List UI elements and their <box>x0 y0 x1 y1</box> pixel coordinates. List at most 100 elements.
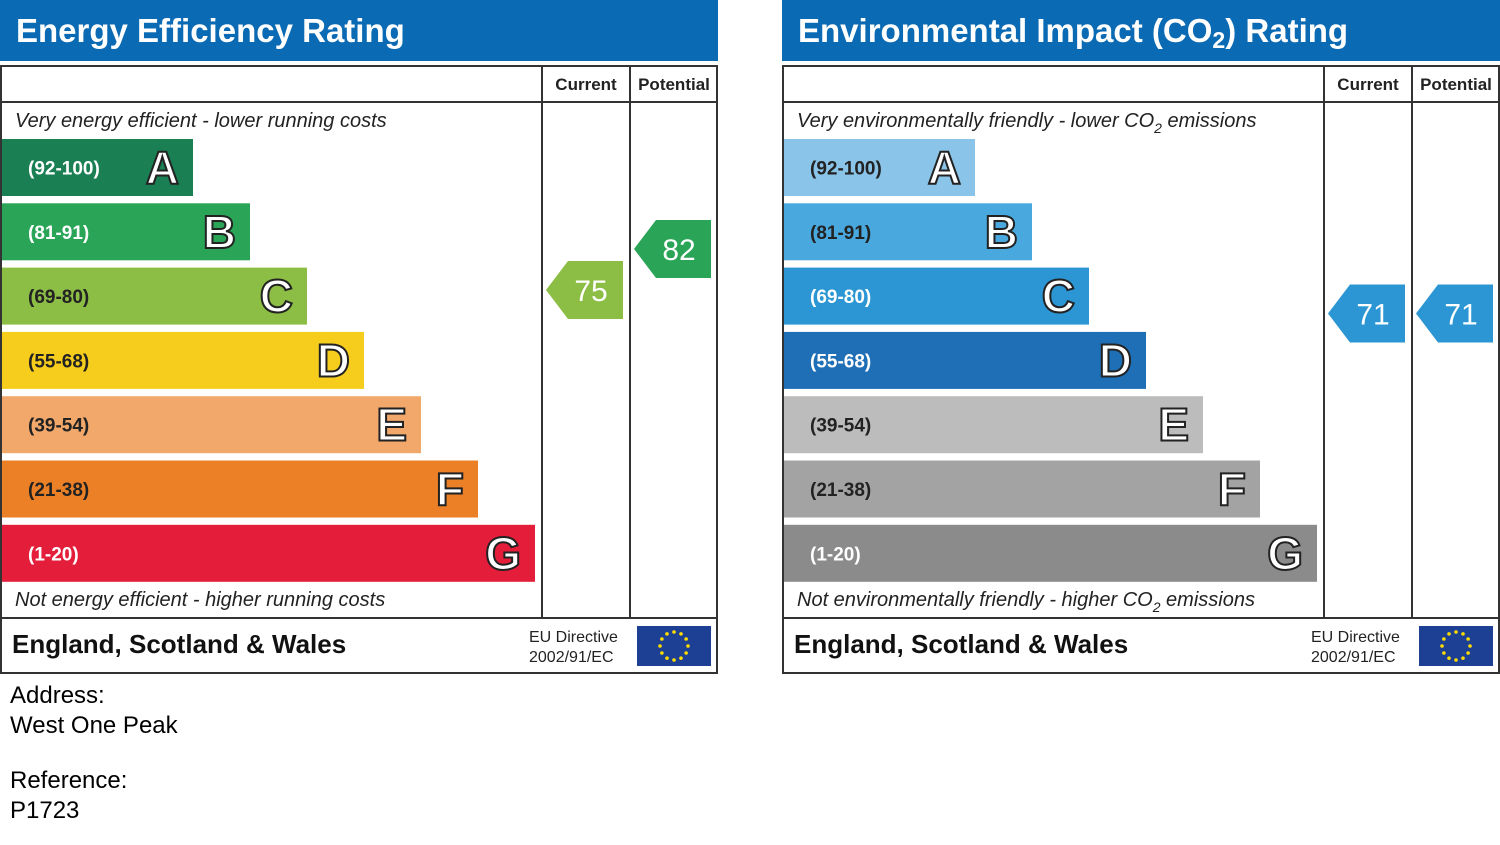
rating-band <box>784 203 1032 261</box>
eu-star <box>679 632 683 636</box>
eu-star <box>1461 656 1465 660</box>
eu-star <box>684 637 688 641</box>
band-range: (69-80) <box>28 287 89 308</box>
header-bar <box>0 0 718 61</box>
text-part: Not energy efficient - higher running co… <box>15 589 385 611</box>
rating-band <box>2 396 421 454</box>
text-part: Very energy efficient - lower running co… <box>15 110 387 132</box>
band-letter: F <box>1218 463 1246 515</box>
eu-star <box>660 651 664 655</box>
rating-band <box>2 460 478 518</box>
region: England, Scotland & Wales <box>12 629 346 659</box>
eu-star <box>660 637 664 641</box>
region: England, Scotland & Wales <box>794 629 1128 659</box>
address: West One Peak <box>10 712 178 739</box>
column-header: Current <box>1337 75 1399 94</box>
rating-band <box>2 203 250 261</box>
rating-band <box>784 139 975 196</box>
rating-arrow <box>634 219 711 278</box>
rating-band <box>784 524 1317 582</box>
band-letter: G <box>485 527 521 579</box>
eu-star <box>684 651 688 655</box>
rating-value: 71 <box>1444 298 1477 331</box>
column-header: Potential <box>638 75 710 94</box>
eu-star <box>665 656 669 660</box>
address-label: Address: <box>10 682 105 709</box>
panel-title: Energy Efficiency Rating <box>16 12 405 49</box>
rating-value: 75 <box>574 275 607 308</box>
subscript: 2 <box>1152 599 1161 615</box>
rating-band <box>2 524 535 582</box>
eu-star <box>665 632 669 636</box>
eu-star <box>1442 651 1446 655</box>
rating-arrow <box>546 261 623 319</box>
band-range: (21-38) <box>28 480 89 501</box>
top-note: Very energy efficient - lower running co… <box>15 110 387 132</box>
eu-star <box>1442 637 1446 641</box>
eu-star <box>1454 630 1458 634</box>
rating-band <box>2 139 193 196</box>
eu-star <box>1440 644 1444 648</box>
band-range: (1-20) <box>28 544 79 565</box>
eu-star <box>1454 658 1458 662</box>
bottom-note: Not environmentally friendly - higher CO… <box>797 589 1255 615</box>
text-part: emissions <box>1162 110 1256 132</box>
band-range: (55-68) <box>810 351 871 372</box>
eu-star <box>1447 632 1451 636</box>
header-bar <box>782 0 1500 61</box>
eu-star <box>686 644 690 648</box>
frame <box>0 65 718 674</box>
band-range: (92-100) <box>810 159 882 180</box>
band-letter: D <box>1099 334 1132 386</box>
text-part: ) Rating <box>1225 12 1348 49</box>
rating-band <box>2 267 307 325</box>
epc-graphs: Energy Efficiency Rating Current Potential… <box>0 0 1500 674</box>
eu-star <box>1466 651 1470 655</box>
band-letter: A <box>928 142 961 194</box>
rating-band <box>784 331 1146 389</box>
text-part: Not environmentally friendly - higher CO <box>797 589 1153 611</box>
band-letter: E <box>376 399 407 451</box>
eu-star <box>1461 632 1465 636</box>
band-range: (81-91) <box>28 223 89 244</box>
band-letter: D <box>317 334 350 386</box>
band-range: (69-80) <box>810 287 871 308</box>
subscript: 2 <box>1153 120 1162 136</box>
column-header: Current <box>555 75 617 94</box>
band-range: (92-100) <box>28 159 100 180</box>
subscript: 2 <box>1212 27 1225 53</box>
eu-star <box>1447 656 1451 660</box>
eu-star <box>1468 644 1472 648</box>
eu-star <box>672 658 676 662</box>
frame <box>782 65 1500 674</box>
band-letter: B <box>203 206 236 258</box>
directive: EU Directive <box>529 629 618 646</box>
band-range: (39-54) <box>28 416 89 437</box>
rating-band <box>2 331 364 389</box>
band-range: (81-91) <box>810 223 871 244</box>
band-range: (39-54) <box>810 416 871 437</box>
text-part: Environmental Impact (CO <box>798 12 1212 49</box>
text-part: Energy Efficiency Rating <box>16 12 405 49</box>
band-range: (55-68) <box>28 351 89 372</box>
directive: 2002/91/EC <box>1311 649 1396 666</box>
text-part: Very environmentally friendly - lower CO <box>797 110 1154 132</box>
text-part: emissions <box>1161 589 1255 611</box>
band-letter: C <box>260 270 293 322</box>
eu-star <box>672 630 676 634</box>
eu-star <box>1466 637 1470 641</box>
eu-star <box>679 656 683 660</box>
band-letter: C <box>1042 270 1075 322</box>
top-note: Very environmentally friendly - lower CO… <box>797 110 1256 136</box>
directive: 2002/91/EC <box>529 649 614 666</box>
column-header: Potential <box>1420 75 1492 94</box>
reference: P1723 <box>10 797 80 824</box>
panel-title: Environmental Impact (CO2) Rating <box>798 12 1348 53</box>
rating-arrow <box>1416 284 1493 343</box>
reference-label: Reference: <box>10 767 128 794</box>
eu-star <box>658 644 662 648</box>
band-letter: B <box>985 206 1018 258</box>
band-letter: G <box>1267 527 1303 579</box>
band-letter: F <box>436 463 464 515</box>
band-letter: A <box>146 142 179 194</box>
